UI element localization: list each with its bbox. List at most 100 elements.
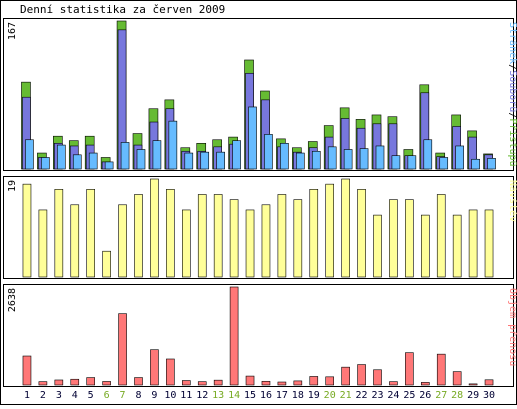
bar-stranek-2 <box>41 157 50 170</box>
bar-navstev-23 <box>373 214 382 278</box>
x-tick-label-21: 21 <box>340 390 352 401</box>
visits-ymax-label: 19 <box>7 180 18 192</box>
x-tick-label-3: 3 <box>56 390 62 401</box>
bar-navstev-24 <box>389 199 398 278</box>
bar-navstev-3 <box>54 189 64 278</box>
bar-stranek-29 <box>471 158 480 170</box>
bar-objem-4 <box>70 378 80 386</box>
bar-navstev-17 <box>277 194 287 278</box>
x-tick-label-24: 24 <box>387 390 399 401</box>
bar-objem-30 <box>484 379 494 386</box>
bar-objem-27 <box>436 353 446 386</box>
hits-legend-item-4: Přístupů <box>507 118 517 166</box>
bar-objem-9 <box>150 349 159 386</box>
hits-legend-item-0: Stránek <box>507 22 517 64</box>
x-tick-label-11: 11 <box>180 390 192 401</box>
bar-stranek-5 <box>88 152 98 170</box>
bar-navstev-14 <box>229 199 239 278</box>
x-tick-label-27: 27 <box>435 390 447 401</box>
bar-stranek-28 <box>455 145 464 170</box>
bar-stranek-14 <box>232 140 241 170</box>
bar-navstev-1 <box>22 183 32 278</box>
x-tick-label-6: 6 <box>104 390 110 401</box>
bar-objem-13 <box>213 379 223 386</box>
bar-stranek-27 <box>439 157 449 170</box>
hits-legend-item-2: Souborů <box>507 70 517 112</box>
bar-stranek-12 <box>200 151 210 170</box>
hits-legend-item-3: / <box>507 112 517 118</box>
x-tick-label-19: 19 <box>308 390 320 401</box>
x-tick-label-29: 29 <box>467 390 479 401</box>
hits-panel-frame <box>3 18 514 171</box>
x-tick-label-26: 26 <box>419 390 431 401</box>
x-tick-label-28: 28 <box>451 390 463 401</box>
visits-panel-frame <box>3 176 514 279</box>
bar-objem-16 <box>261 380 271 386</box>
bar-objem-15 <box>245 375 255 386</box>
bar-stranek-13 <box>216 151 225 170</box>
bar-navstev-9 <box>150 178 159 278</box>
x-tick-label-7: 7 <box>120 390 126 401</box>
x-tick-label-5: 5 <box>88 390 94 401</box>
bar-stranek-25 <box>407 155 417 170</box>
bar-stranek-18 <box>296 152 305 170</box>
bar-stranek-7 <box>120 142 130 170</box>
bar-objem-12 <box>197 381 207 386</box>
x-tick-label-20: 20 <box>324 390 336 401</box>
bar-stranek-16 <box>264 134 273 170</box>
bar-stranek-1 <box>25 139 34 170</box>
bar-navstev-30 <box>484 209 494 278</box>
bar-stranek-11 <box>184 152 194 170</box>
bar-stranek-26 <box>423 139 433 170</box>
bar-objem-8 <box>134 377 143 386</box>
volume-panel-frame <box>3 284 514 387</box>
x-tick-label-23: 23 <box>371 390 383 401</box>
x-tick-label-30: 30 <box>483 390 495 401</box>
bar-stranek-20 <box>327 146 337 170</box>
x-tick-label-14: 14 <box>228 390 240 401</box>
bar-stranek-21 <box>343 149 353 170</box>
bar-navstev-12 <box>197 194 207 278</box>
bar-objem-23 <box>373 369 382 386</box>
chart-title: Denní statistika za červen 2009 <box>20 3 225 16</box>
x-tick-label-4: 4 <box>72 390 78 401</box>
bar-objem-22 <box>357 364 366 386</box>
hits-legend-item-1: / <box>507 64 517 70</box>
bar-stranek-17 <box>280 142 289 170</box>
bar-objem-26 <box>420 382 430 386</box>
x-tick-label-15: 15 <box>244 390 256 401</box>
x-tick-label-13: 13 <box>212 390 224 401</box>
bar-objem-6 <box>102 381 111 386</box>
bar-stranek-30 <box>487 158 496 170</box>
bar-stranek-24 <box>391 155 401 170</box>
bar-navstev-6 <box>102 250 111 278</box>
bar-stranek-23 <box>375 145 385 170</box>
x-tick-label-25: 25 <box>403 390 415 401</box>
bar-objem-17 <box>277 381 287 386</box>
bar-navstev-27 <box>436 194 446 278</box>
x-tick-label-1: 1 <box>24 390 30 401</box>
x-tick-label-16: 16 <box>260 390 272 401</box>
bar-objem-28 <box>452 371 462 386</box>
bar-stranek-19 <box>311 150 321 170</box>
hits-legend: Stránek/Souborů/Přístupů <box>507 22 517 167</box>
x-tick-label-18: 18 <box>292 390 304 401</box>
bar-stranek-22 <box>359 148 369 170</box>
bar-navstev-2 <box>38 209 48 278</box>
visits-legend-item-0: Návštěv <box>507 180 517 222</box>
bar-navstev-18 <box>293 199 303 278</box>
bar-objem-19 <box>309 376 319 386</box>
bar-navstev-15 <box>245 209 255 278</box>
bar-navstev-28 <box>452 214 462 278</box>
bar-objem-7 <box>118 313 127 386</box>
bar-objem-5 <box>86 377 95 386</box>
x-tick-label-9: 9 <box>151 390 157 401</box>
bar-navstev-10 <box>166 189 175 278</box>
bar-navstev-7 <box>118 204 127 278</box>
bar-navstev-4 <box>70 204 80 278</box>
bar-stranek-9 <box>152 140 162 170</box>
bar-navstev-21 <box>341 178 350 278</box>
volume-legend-item-0: Objem přenosu <box>507 288 517 366</box>
bar-navstev-25 <box>405 199 414 278</box>
